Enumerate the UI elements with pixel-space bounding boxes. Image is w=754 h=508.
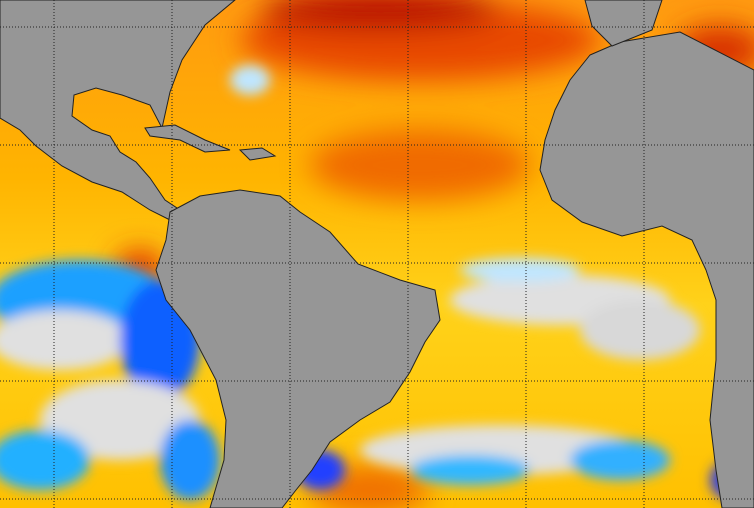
south-america	[155, 189, 441, 508]
caribbean-cuba	[144, 124, 231, 153]
north-america	[0, 0, 236, 221]
caribbean-hispaniola	[238, 147, 277, 161]
cool-anomalies	[0, 65, 750, 500]
africa	[539, 31, 754, 508]
iberia	[584, 0, 663, 47]
